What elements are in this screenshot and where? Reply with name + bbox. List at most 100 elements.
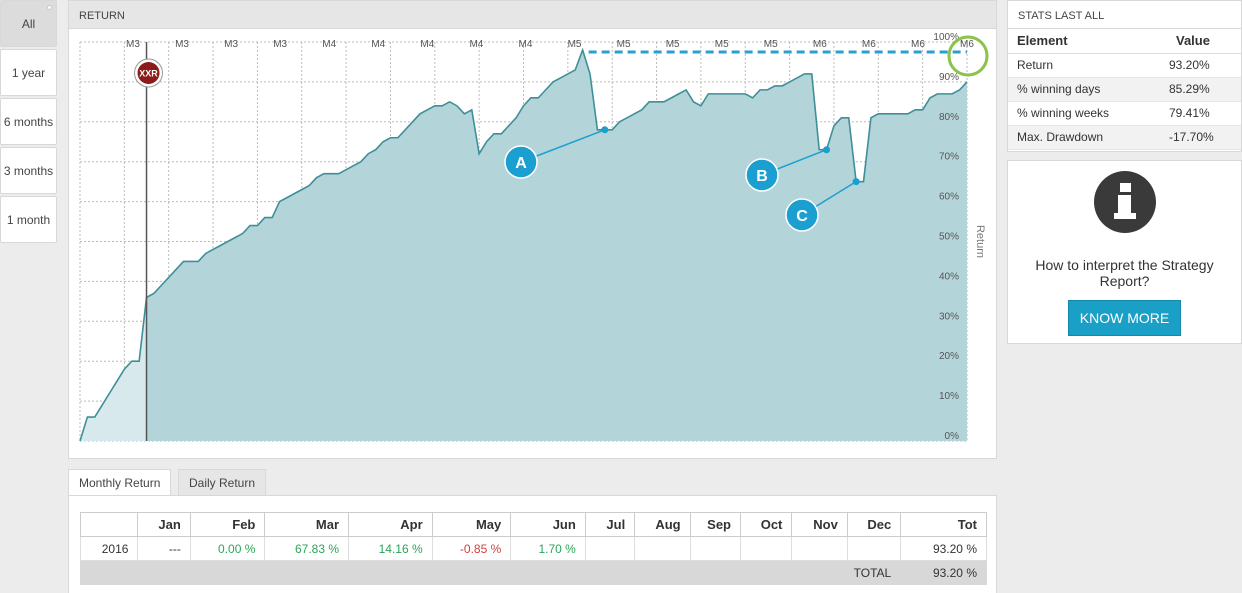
stats-value: 79.41% [1167, 101, 1241, 126]
annotation-bubble[interactable] [504, 145, 538, 179]
tab-monthly-return[interactable]: Monthly Return [68, 469, 172, 496]
y-tick-label: 70% [939, 152, 959, 163]
month-header: Nov [791, 512, 848, 537]
x-period-label: M6 [960, 39, 974, 50]
period-label: 1 month [6, 212, 51, 227]
return-chart-panel: RETURN M3 M3 M3 M3 M4 M4 M4 M4 M4 M5 M5 M5 M5 M5 M6 M6 M… [68, 0, 997, 459]
month-value [739, 536, 793, 561]
y-tick-label: 80% [939, 112, 959, 123]
stats-element: Max. Drawdown [1008, 125, 1167, 150]
x-period-label: M5 [666, 39, 680, 50]
x-period-label: M5 [568, 39, 582, 50]
y-tick-label: 60% [939, 192, 959, 203]
area-fill-after-marker [146, 49, 967, 441]
period-label: 3 months [3, 163, 54, 178]
month-header: Aug [634, 512, 691, 537]
stats-value: -17.70% [1167, 125, 1241, 150]
y-tick-label: 90% [939, 72, 959, 83]
y-tick-label: 20% [939, 351, 959, 362]
annotation-bubble[interactable] [785, 198, 819, 232]
y-tick-label: 30% [939, 311, 959, 322]
x-period-label: M3 [126, 39, 140, 50]
period-6-months-button[interactable]: 6 months [0, 98, 57, 145]
y-axis-label: Return [974, 225, 986, 258]
table-row: 2016 --- 0.00 % 67.83 % 14.16 % -0.85 % 1.70 %… [79, 536, 987, 561]
x-period-label: M6 [813, 39, 827, 50]
monthly-return-panel: Jan Feb Mar Apr May Jun Jul Aug Sep Oct Nov Dec Tot … [68, 495, 997, 593]
return-series-line [79, 47, 968, 442]
period-all-button[interactable]: All [0, 0, 57, 47]
month-header: Tot [900, 512, 987, 537]
info-icon [1093, 171, 1156, 233]
month-header: Feb [189, 512, 266, 537]
month-header: Jun [510, 512, 586, 537]
info-text: How to interpret the Strategy Report? [1035, 257, 1214, 289]
x-period-label: M6 [862, 39, 876, 50]
chart-panel-title: RETURN [69, 1, 996, 29]
stats-panel: STATS LAST ALL Element Value Return 93.2… [1007, 0, 1242, 152]
month-value [634, 536, 691, 561]
month-value: 67.83 % [264, 536, 350, 561]
x-period-label: M3 [175, 39, 189, 50]
x-period-label: M5 [617, 39, 631, 50]
stats-row: Return 93.20% [1008, 53, 1241, 78]
month-value: --- [137, 536, 191, 561]
info-panel: How to interpret the Strategy Report? KN… [1007, 160, 1242, 344]
month-value: 14.16 % [348, 536, 433, 561]
marker-badge [137, 62, 160, 84]
x-period-label: M3 [273, 39, 287, 50]
month-header: Jan [137, 512, 191, 537]
y-tick-label: 50% [939, 232, 959, 243]
x-period-label: M6 [911, 39, 925, 50]
period-label: 6 months [3, 114, 54, 129]
stats-header-element: Element [1008, 29, 1167, 54]
period-1-year-button[interactable]: 1 year [0, 49, 57, 96]
stats-element: % winning days [1008, 77, 1167, 102]
total-value: 93.20 % [900, 560, 987, 585]
month-header: Apr [348, 512, 433, 537]
month-value: 1.70 % [510, 536, 586, 561]
marker-label: XXR [139, 69, 158, 79]
stats-element: Return [1008, 53, 1167, 78]
annotation-label: B [756, 168, 768, 185]
y-tick-label: 100% [933, 32, 959, 43]
stats-row: % winning days 85.29% [1008, 77, 1241, 102]
month-header: Mar [264, 512, 350, 537]
know-more-button[interactable]: KNOW MORE [1067, 300, 1182, 336]
x-period-label: M3 [224, 39, 238, 50]
annotation-point [601, 126, 609, 134]
month-header [79, 512, 139, 537]
annotation-point [823, 146, 831, 154]
period-label: All [21, 16, 36, 31]
x-period-label: M5 [715, 39, 729, 50]
x-period-label: M4 [469, 39, 483, 50]
month-value [584, 536, 636, 561]
month-value: 0.00 % [189, 536, 266, 561]
x-period-label: M4 [371, 39, 385, 50]
month-header: Dec [846, 512, 902, 537]
tab-daily-return[interactable]: Daily Return [178, 469, 267, 495]
x-period-label: M4 [420, 39, 434, 50]
stats-value: 85.29% [1167, 77, 1241, 102]
period-1-month-button[interactable]: 1 month [0, 196, 57, 243]
period-label: 1 year [11, 65, 46, 80]
stats-row: % winning weeks 79.41% [1008, 101, 1241, 126]
annotation-bubble[interactable] [745, 158, 779, 192]
return-chart: M3 M3 M3 M3 M4 M4 M4 M4 M4 M5 M5 M5 M5 M5 M6 M6 M6 M6 0% 1… [79, 32, 989, 442]
month-header: Sep [689, 512, 742, 537]
y-tick-label: 40% [939, 271, 959, 282]
period-3-months-button[interactable]: 3 months [0, 147, 57, 194]
stats-value: 93.20% [1167, 53, 1241, 78]
x-period-label: M4 [519, 39, 533, 50]
month-value [791, 536, 848, 561]
month-value [689, 536, 742, 561]
month-header: May [431, 512, 512, 537]
month-value [846, 536, 902, 561]
annotation-label: A [515, 155, 527, 172]
month-header: Oct [739, 512, 793, 537]
total-row: TOTAL 93.20 % [79, 560, 987, 585]
month-header: Jul [584, 512, 636, 537]
x-period-label: M4 [322, 39, 336, 50]
y-tick-label: 10% [939, 391, 959, 402]
stats-row: Max. Drawdown -17.70% [1008, 125, 1241, 150]
